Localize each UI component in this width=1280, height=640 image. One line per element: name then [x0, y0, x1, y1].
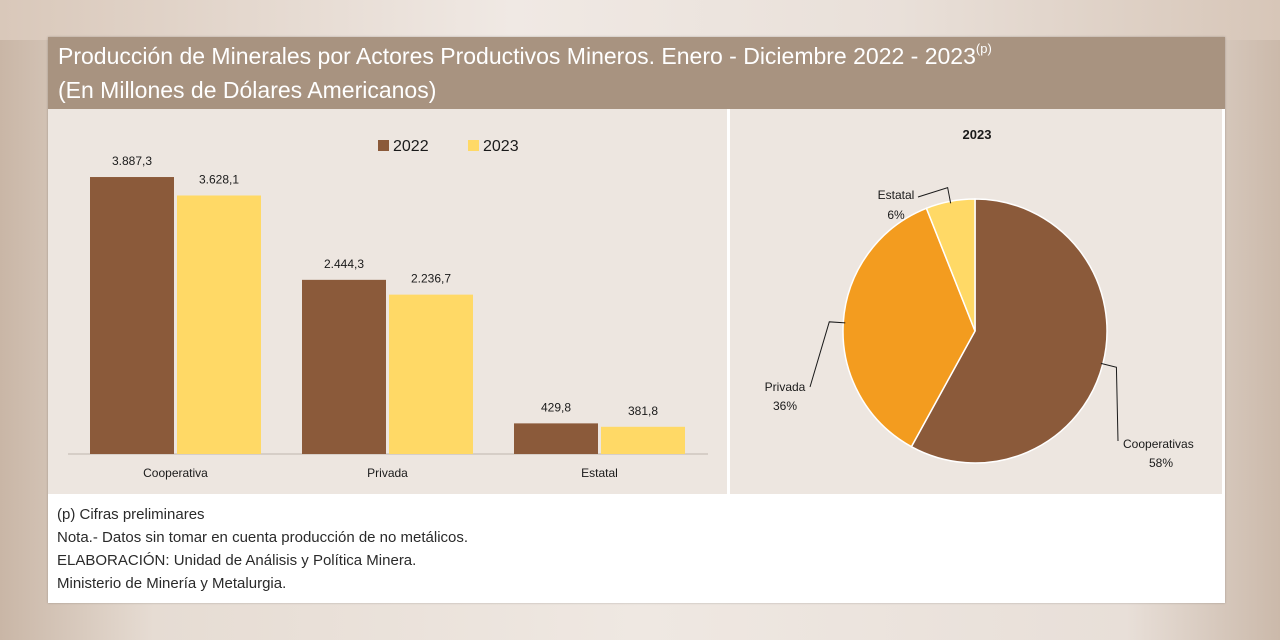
category-label-estatal: Estatal	[581, 466, 618, 480]
legend-swatch-2023	[468, 140, 479, 151]
data-label-estatal-2023: 381,8	[628, 404, 658, 418]
bar-privada-2023	[389, 294, 473, 454]
bar-chart-panel: 3.887,3 3.628,1 Cooperativa 2.444,3 2.236,7 P…	[48, 109, 727, 494]
chart-subtitle: (En Millones de Dólares Americanos)	[58, 77, 437, 103]
category-label-privada: Privada	[367, 466, 408, 480]
legend-label-2023: 2023	[483, 138, 519, 155]
title-text: Producción de Minerales por Actores Prod…	[58, 43, 976, 69]
pie-label-privada: Privada	[765, 380, 806, 394]
leader-line-cooperativas	[1100, 362, 1119, 442]
pie-percent-privada: 36%	[773, 399, 797, 413]
footnote-elaboration: ELABORACIÓN: Unidad de Análisis y Políti…	[57, 552, 417, 569]
pie-chart: 2023 Cooperativas 58% Privada 36% Estatal 6%	[765, 127, 1194, 470]
infographic-card: Producción de Minerales por Actores Prod…	[48, 37, 1225, 603]
data-label-privada-2022: 2.444,3	[324, 257, 364, 271]
pie-title: 2023	[963, 127, 992, 142]
pie-label-estatal: Estatal	[878, 188, 915, 202]
bar-chart: 3.887,3 3.628,1 Cooperativa 2.444,3 2.236,7 P…	[68, 138, 708, 480]
background-banner	[0, 0, 1280, 40]
bar-cooperativa-2022	[90, 177, 174, 454]
panel-divider	[727, 109, 730, 494]
pie-chart-panel: 2023 Cooperativas 58% Privada 36% Estatal 6%	[730, 109, 1222, 494]
footnote-note: Nota.- Datos sin tomar en cuenta producc…	[57, 529, 469, 546]
pie-percent-cooperativas: 58%	[1149, 456, 1173, 470]
leader-line-estatal	[917, 186, 952, 204]
leader-line-privada	[809, 321, 846, 388]
footnote-preliminary: (p) Cifras preliminares	[57, 506, 205, 523]
pie-percent-estatal: 6%	[887, 208, 905, 222]
legend-label-2022: 2022	[393, 138, 429, 155]
chart-header: Producción de Minerales por Actores Prod…	[48, 37, 1225, 109]
data-label-estatal-2022: 429,8	[541, 400, 571, 414]
bar-privada-2022	[302, 279, 386, 454]
data-label-cooperativa-2022: 3.887,3	[112, 154, 152, 168]
category-label-cooperativa: Cooperativa	[143, 466, 208, 480]
title-superscript: (p)	[975, 41, 992, 56]
legend-swatch-2022	[378, 140, 389, 151]
data-label-cooperativa-2023: 3.628,1	[199, 172, 239, 186]
bar-cooperativa-2023	[177, 195, 261, 454]
data-label-privada-2023: 2.236,7	[411, 272, 451, 286]
footnotes: (p) Cifras preliminares Nota.- Datos sin…	[57, 503, 468, 595]
bar-estatal-2022	[514, 423, 598, 454]
pie-label-cooperativas: Cooperativas	[1123, 437, 1194, 451]
footnote-ministry: Ministerio de Minería y Metalurgia.	[57, 575, 287, 592]
bar-estatal-2023	[601, 426, 685, 454]
chart-title: Producción de Minerales por Actores Prod…	[58, 41, 992, 70]
